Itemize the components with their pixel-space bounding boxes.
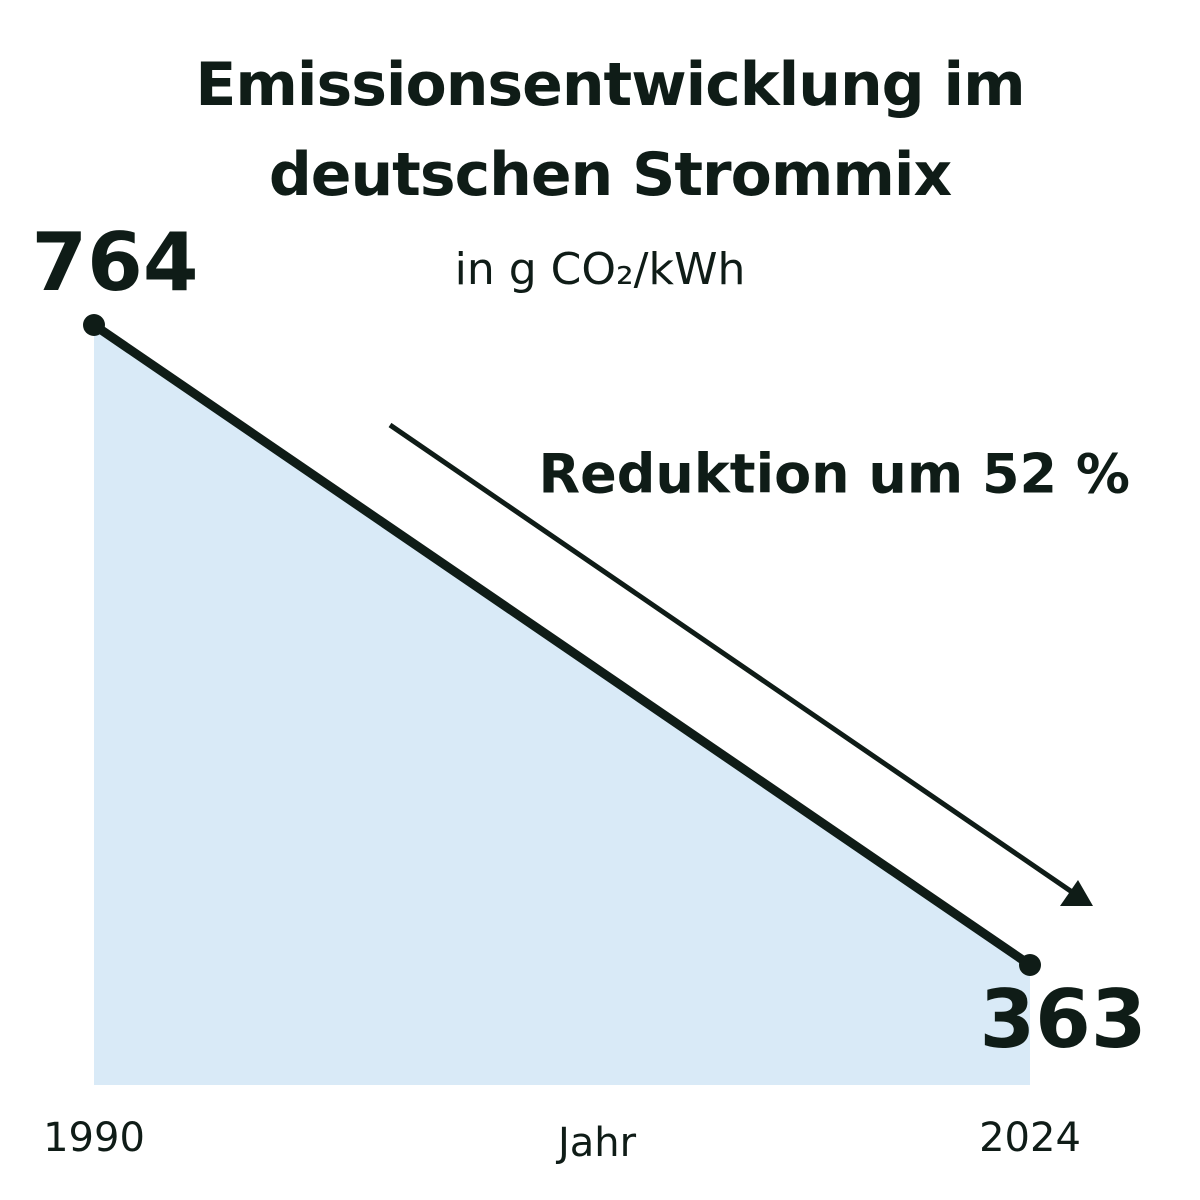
annotation: Reduktion um 52 % [539, 443, 1130, 506]
value-label: 764 [32, 216, 199, 309]
chart-title: Emissionsentwicklung im deutschen Stromm… [195, 50, 1025, 210]
area [94, 325, 1030, 1085]
chart-subtitle: in g CO₂/kWh [455, 244, 746, 295]
x-axis-label: Jahr [555, 1120, 637, 1166]
x-tick-label: 1990 [43, 1115, 145, 1161]
value-label: 363 [980, 973, 1147, 1066]
x-tick-label: 2024 [979, 1115, 1081, 1161]
annotation-arrow [388, 422, 1074, 895]
point [1019, 954, 1041, 976]
point [83, 314, 105, 336]
arrow-head [1060, 880, 1093, 906]
line [91, 321, 1033, 969]
